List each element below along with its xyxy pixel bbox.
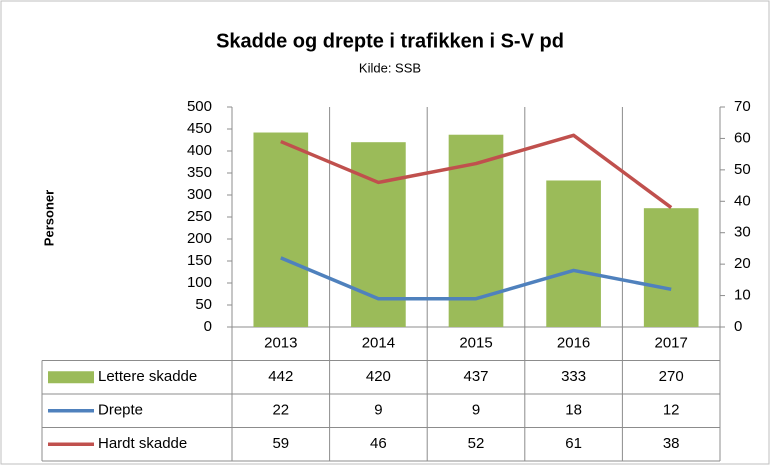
bar (546, 180, 601, 327)
y-tick-label: 350 (187, 164, 212, 181)
y2-tick-label: 70 (734, 98, 751, 115)
y-tick-label: 300 (187, 186, 212, 203)
legend-key (48, 371, 94, 384)
y-tick-label: 50 (195, 296, 212, 313)
table-value: 22 (272, 402, 289, 419)
y-tick-label: 500 (187, 98, 212, 115)
table-value: 38 (663, 435, 680, 452)
x-tick-label: 2013 (264, 335, 297, 352)
table-value: 12 (663, 402, 680, 419)
table-value: 61 (565, 435, 582, 452)
table-value: 420 (366, 368, 391, 385)
y-tick-label: 200 (187, 230, 212, 247)
y-tick-label: 250 (187, 208, 212, 225)
bar (253, 132, 309, 327)
y2-tick-label: 0 (734, 318, 742, 335)
y-axis-label: Personer (41, 190, 56, 246)
y-tick-label: 450 (187, 120, 212, 137)
table-value: 270 (659, 368, 684, 385)
y2-tick-label: 10 (734, 287, 751, 304)
chart-title: Skadde og drepte i trafikken i S-V pd (216, 30, 564, 52)
table-value: 52 (468, 435, 485, 452)
legend-label: Hardt skadde (98, 435, 187, 452)
y2-tick-label: 40 (734, 192, 751, 209)
table-value: 18 (565, 402, 582, 419)
table-value: 9 (472, 402, 480, 419)
table-value: 442 (268, 368, 293, 385)
y-tick-label: 150 (187, 252, 212, 269)
y2-tick-label: 50 (734, 161, 751, 178)
y2-tick-label: 20 (734, 255, 751, 272)
y2-tick-label: 30 (734, 224, 751, 241)
x-tick-label: 2016 (557, 335, 590, 352)
x-tick-label: 2014 (362, 335, 395, 352)
table-value: 46 (370, 435, 387, 452)
line-series (280, 133, 673, 209)
legend-label: Drepte (98, 402, 143, 419)
chart-subtitle: Kilde: SSB (359, 60, 421, 75)
table-value: 9 (374, 402, 382, 419)
y-tick-label: 100 (187, 274, 212, 291)
bar (643, 208, 699, 327)
y-tick-label: 400 (187, 142, 212, 159)
legend-label: Lettere skadde (98, 368, 197, 385)
table-value: 437 (463, 368, 488, 385)
y-tick-label: 0 (204, 318, 212, 335)
x-tick-label: 2017 (655, 335, 688, 352)
table-value: 333 (561, 368, 586, 385)
y2-tick-label: 60 (734, 129, 751, 146)
table-value: 59 (272, 435, 289, 452)
x-tick-label: 2015 (459, 335, 492, 352)
line-series (280, 256, 672, 301)
